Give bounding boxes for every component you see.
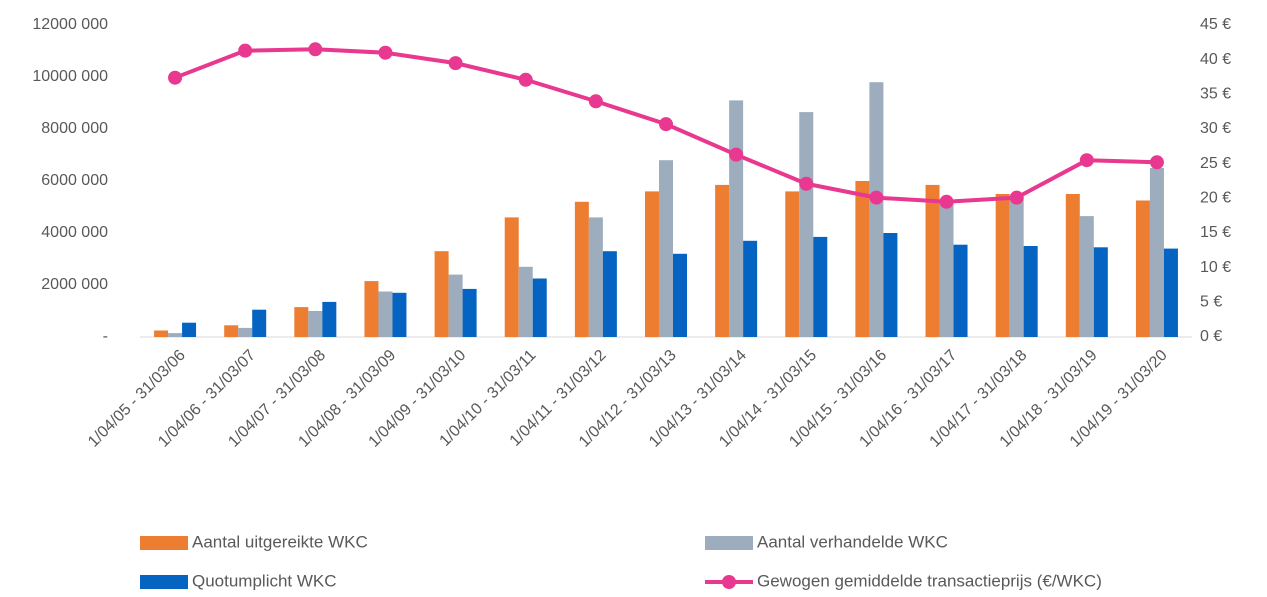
bar: [588, 217, 603, 337]
bar: [729, 100, 744, 338]
legend-label: Aantal uitgereikte WKC: [192, 532, 368, 551]
bar: [813, 236, 828, 337]
y2-tick-label: 0 €: [1200, 328, 1222, 345]
bar: [532, 278, 547, 337]
bar: [1079, 216, 1094, 337]
y-tick-label: -: [103, 328, 108, 345]
bar: [673, 253, 687, 337]
marker: [588, 94, 603, 109]
bar: [364, 281, 379, 337]
y2-tick-label: 15 €: [1200, 224, 1231, 241]
y-tick-label: 8000 000: [41, 120, 108, 137]
marker: [659, 117, 673, 132]
bar: [799, 112, 814, 337]
bar: [308, 311, 323, 337]
marker: [1149, 155, 1164, 170]
bar: [1163, 248, 1178, 337]
legend-label: Aantal verhandelde WKC: [757, 532, 948, 551]
y2-tick-label: 25 €: [1200, 155, 1231, 172]
y-tick-label: 6000 000: [41, 172, 108, 189]
marker: [168, 70, 183, 85]
y-tick-label: 2000 000: [41, 276, 108, 293]
bar: [659, 160, 673, 337]
marker: [378, 45, 393, 60]
marker: [238, 43, 253, 58]
bar: [1149, 168, 1164, 337]
bar: [602, 251, 617, 337]
bar: [252, 309, 267, 337]
bar: [1023, 246, 1038, 337]
marker: [729, 147, 744, 162]
legend-swatch: [140, 575, 188, 589]
y-tick-label: 12000 000: [32, 16, 108, 33]
legend-label: Gewogen gemiddelde transactieprijs (€/WK…: [757, 571, 1102, 590]
bar: [238, 327, 253, 337]
bar: [953, 244, 968, 337]
y-tick-label: 4000 000: [41, 224, 108, 241]
bar: [995, 194, 1010, 337]
marker: [799, 176, 814, 191]
bar: [154, 330, 169, 337]
marker: [939, 194, 954, 209]
bar: [378, 291, 393, 337]
y2-tick-label: 35 €: [1200, 86, 1231, 103]
bar: [925, 184, 940, 337]
legend-swatch: [705, 536, 753, 550]
bar: [1009, 196, 1024, 337]
bar: [392, 292, 407, 337]
legend-swatch: [140, 536, 188, 550]
bar: [883, 233, 898, 337]
bar: [743, 240, 758, 337]
bar: [715, 184, 730, 337]
bar: [322, 301, 337, 337]
bar: [1135, 200, 1150, 337]
marker: [869, 190, 884, 205]
bar: [518, 266, 533, 337]
legend-label: Quotumplicht WKC: [192, 571, 337, 590]
marker: [518, 72, 533, 87]
bar: [1065, 194, 1080, 337]
bar: [168, 333, 183, 337]
y2-tick-label: 5 €: [1200, 294, 1222, 311]
bar: [939, 201, 954, 337]
bar: [294, 307, 309, 337]
bar: [504, 217, 519, 337]
marker: [308, 42, 323, 57]
bar: [462, 288, 477, 337]
y2-tick-label: 20 €: [1200, 190, 1231, 207]
bar: [448, 274, 463, 337]
y2-tick-label: 30 €: [1200, 120, 1231, 137]
bar: [574, 201, 589, 337]
y-tick-label: 10000 000: [32, 68, 108, 85]
marker: [448, 56, 463, 71]
marker: [1009, 190, 1024, 205]
bar: [855, 181, 870, 337]
bar: [1093, 247, 1108, 337]
bar: [224, 325, 239, 337]
bar: [645, 191, 659, 337]
marker: [1079, 153, 1094, 168]
bar: [434, 251, 449, 337]
bar: [785, 191, 800, 337]
y2-tick-label: 10 €: [1200, 259, 1231, 276]
bar: [869, 82, 884, 337]
legend-marker: [722, 575, 736, 589]
y2-tick-label: 40 €: [1200, 51, 1231, 68]
y2-tick-label: 45 €: [1200, 16, 1231, 33]
bar: [182, 322, 197, 337]
